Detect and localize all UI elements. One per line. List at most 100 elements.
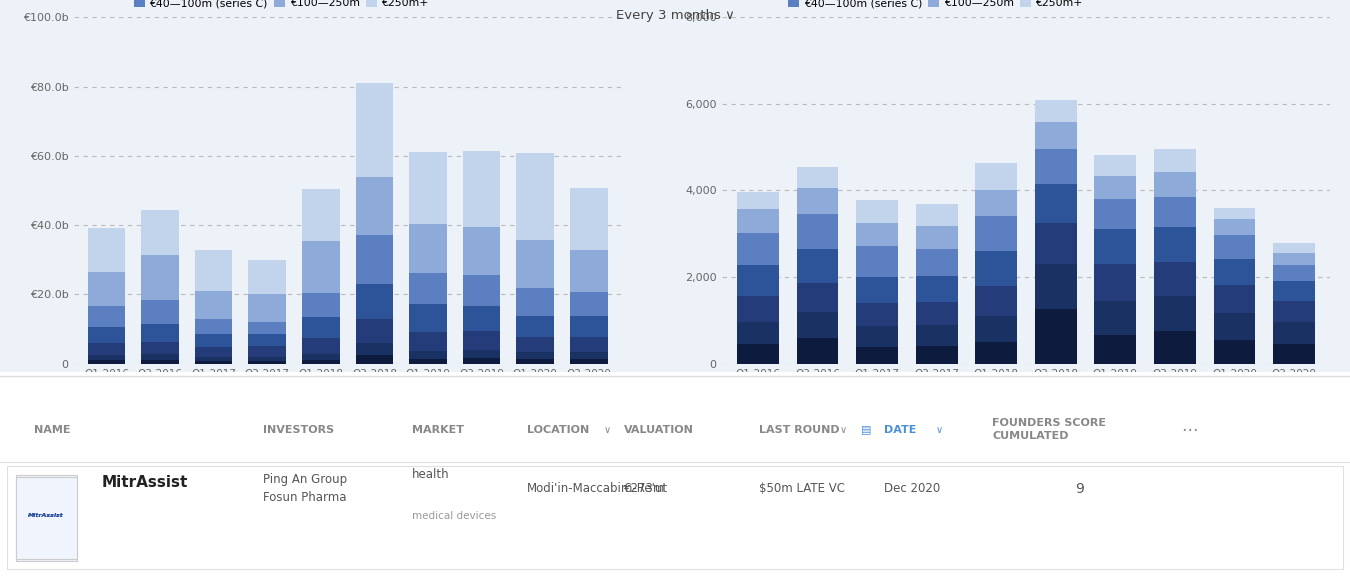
Bar [409,351,447,359]
Bar [1154,331,1196,364]
Bar [142,324,178,342]
Bar [915,226,957,249]
Bar [1273,344,1315,364]
Text: INVESTORS: INVESTORS [263,425,335,434]
Bar [409,273,447,304]
Bar [194,361,232,364]
Bar [248,322,286,334]
Bar [355,319,393,343]
Bar [194,357,232,361]
Bar [1035,149,1077,184]
Bar [915,249,957,276]
Bar [248,346,286,357]
Bar [463,350,501,358]
Text: 9: 9 [1076,482,1084,496]
Bar [737,233,779,265]
Bar [975,316,1017,342]
Bar [302,360,340,364]
Bar [975,286,1017,316]
Bar [915,346,957,364]
Bar [570,316,608,337]
Bar [142,360,178,364]
Bar [194,335,232,347]
Bar [1154,227,1196,262]
Bar [1273,323,1315,344]
Bar [856,304,898,327]
Bar [517,288,553,316]
Bar [737,192,779,209]
Text: Every 3 months ∨: Every 3 months ∨ [616,9,734,22]
Text: NAME: NAME [34,425,70,434]
Text: ∨: ∨ [936,425,942,434]
Bar [1214,208,1256,219]
Bar [463,331,501,350]
Bar [1154,172,1196,197]
Bar [975,190,1017,216]
Bar [88,327,126,343]
Bar [796,188,838,214]
Bar [1095,155,1137,176]
Bar [975,342,1017,364]
Bar [142,354,178,360]
Bar [355,355,393,364]
Bar [409,332,447,351]
Bar [248,260,286,294]
Bar [248,294,286,322]
Bar [142,300,178,324]
Text: ∨: ∨ [840,425,846,434]
Bar [16,477,77,559]
Bar [915,302,957,325]
Bar [975,251,1017,286]
Bar [796,312,838,338]
Bar [355,177,393,235]
Bar [1273,282,1315,301]
Bar [570,188,608,250]
Text: MitrAssist: MitrAssist [28,513,63,518]
Bar [355,343,393,355]
Bar [1095,230,1137,264]
Bar [1035,184,1077,223]
Bar [1095,176,1137,199]
Bar [194,347,232,357]
Bar [1035,223,1077,264]
Bar [88,355,126,360]
Bar [1214,340,1256,364]
Bar [1214,219,1256,235]
Bar [570,292,608,316]
Bar [194,250,232,291]
Text: MitrAssist: MitrAssist [101,475,188,490]
Text: medical devices: medical devices [412,511,495,520]
Bar [409,224,447,273]
Text: Ping An Group
Fosun Pharma: Ping An Group Fosun Pharma [263,473,347,504]
Bar [302,293,340,317]
Text: Dec 2020: Dec 2020 [884,482,941,496]
Bar [142,255,178,300]
Bar [1095,199,1137,230]
Bar [302,354,340,360]
Bar [1035,264,1077,309]
Bar [915,204,957,226]
Text: MARKET: MARKET [412,425,464,434]
Bar [1214,313,1256,340]
Legend: €40—100m (series C), €100—250m, €250m+: €40—100m (series C), €100—250m, €250m+ [788,0,1083,8]
Bar [355,235,393,284]
Bar [7,466,1343,569]
Text: ⋯: ⋯ [1181,421,1197,439]
Bar [355,284,393,319]
Bar [463,227,501,275]
Bar [409,152,447,224]
Bar [88,343,126,355]
Bar [1273,265,1315,282]
Text: €273m: €273m [624,482,666,496]
Bar [517,359,553,364]
Bar [1154,197,1196,227]
Bar [16,474,77,561]
Bar [915,325,957,346]
Bar [737,209,779,233]
Text: FOUNDERS SCORE
CUMULATED: FOUNDERS SCORE CUMULATED [992,418,1106,441]
Bar [856,200,898,223]
Bar [1154,297,1196,331]
Bar [1154,262,1196,297]
Bar [463,306,501,331]
Bar [737,295,779,323]
